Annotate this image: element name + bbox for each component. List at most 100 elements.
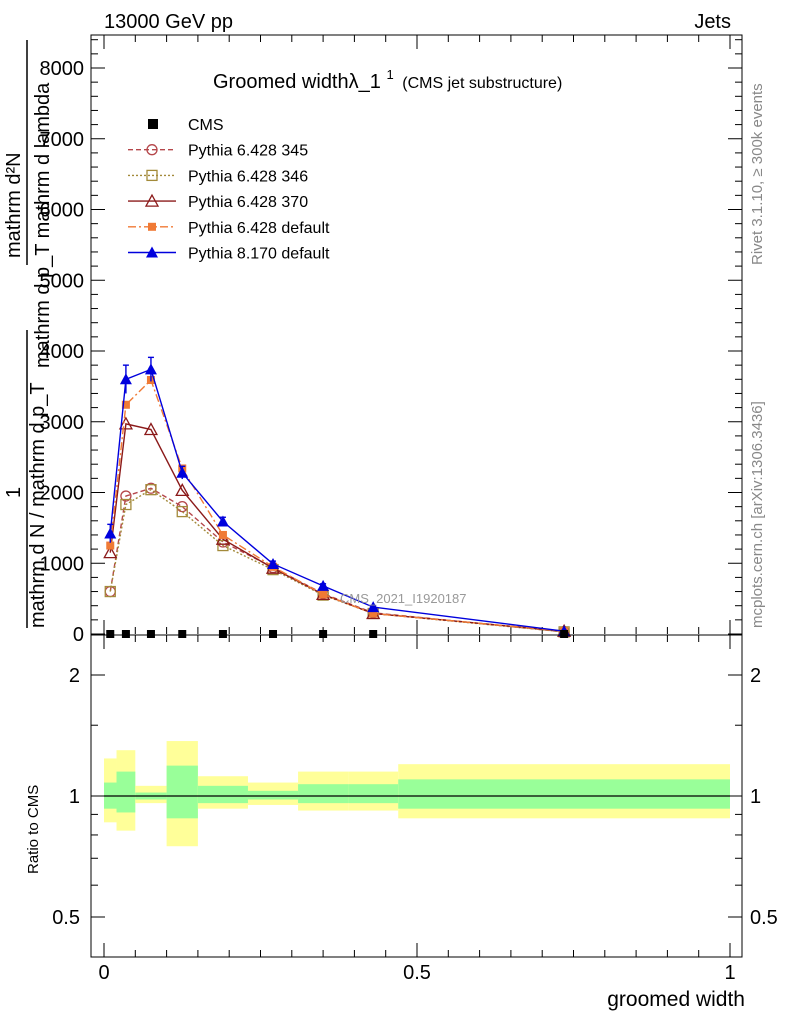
ratio-ylabel: Ratio to CMS	[25, 785, 42, 874]
cms-point	[218, 630, 227, 638]
ratio-band-green	[348, 784, 399, 804]
legend-marker	[148, 119, 158, 129]
chart-title-sub: (CMS jet substructure)	[402, 75, 562, 92]
legend-entry: CMS	[148, 117, 224, 134]
main-curves	[103, 356, 572, 638]
x-tick-label: 0	[98, 962, 109, 984]
legend-entry: Pythia 8.170 default	[128, 246, 330, 263]
ratio-band-green	[247, 790, 299, 800]
series-4	[104, 356, 571, 637]
series-marker	[267, 557, 280, 569]
x-axis-label: groomed width	[607, 988, 745, 1011]
analysis-label: CMS_2021_I1920187	[340, 591, 467, 606]
cms-point	[269, 630, 278, 638]
x-tick-label: 0.5	[403, 962, 431, 984]
y-tick-label: 6000	[40, 200, 85, 222]
legend-label: Pythia 6.428 346	[188, 168, 308, 185]
series-marker	[317, 579, 330, 591]
cms-point	[369, 630, 378, 638]
ratio-ticks: 0.5 0.5 1 1 2 2	[52, 635, 778, 957]
legend-entry: Pythia 6.428 370	[128, 193, 308, 211]
ratio-band-green	[298, 784, 349, 804]
header-left: 13000 GeV pp	[104, 11, 233, 33]
series-marker	[148, 222, 156, 231]
legend-label: Pythia 6.428 370	[188, 194, 308, 211]
series-marker	[144, 363, 157, 375]
main-ylabel: mathrm d²N mathrm d p_T mathrm d lambda …	[3, 40, 54, 628]
series-marker	[121, 400, 130, 409]
legend-entry: Pythia 6.428 345	[128, 143, 308, 160]
cms-points	[106, 630, 569, 638]
series-marker	[146, 169, 158, 182]
series-marker	[217, 539, 229, 552]
ratio-tick-label: 1	[69, 786, 80, 808]
ylabel-one: 1	[3, 487, 25, 498]
series-marker	[143, 422, 159, 436]
cms-point	[560, 630, 569, 638]
ratio-band-green	[116, 771, 136, 813]
cms-point	[146, 630, 155, 638]
ratio-tick-label: 2	[69, 665, 80, 687]
chart-title: Groomed widthλ_1 1 (CMS jet substructure…	[213, 62, 562, 93]
chart-title-main: Groomed widthλ_1	[213, 71, 381, 93]
ratio-band-green	[166, 765, 198, 819]
series-2	[103, 416, 572, 637]
x-tick-labels: 0 0.5 1	[98, 962, 735, 984]
series-line	[109, 378, 565, 632]
ylabel-top: mathrm d²N	[3, 152, 25, 258]
cms-point	[319, 630, 328, 638]
legend-label: Pythia 8.170 default	[188, 246, 330, 263]
series-marker	[120, 498, 132, 511]
y-tick-label: 7000	[40, 129, 85, 151]
chart-title-sup: 1	[386, 67, 393, 82]
series-marker	[319, 590, 328, 599]
series-marker	[146, 144, 158, 156]
y-tick-label: 3000	[40, 412, 85, 434]
ratio-band-green	[197, 785, 248, 804]
y-tick-label: 1000	[40, 553, 85, 575]
ylabel-bottom: mathrm d N / mathrm d p_T	[27, 382, 49, 628]
ratio-tick-label-right: 1	[750, 786, 761, 808]
series-marker	[118, 416, 134, 430]
series-marker	[106, 541, 115, 550]
series-marker	[146, 246, 158, 258]
cms-point	[178, 630, 187, 638]
series-marker	[119, 373, 132, 385]
ratio-tick-label-right: 0.5	[750, 907, 778, 929]
series-marker	[103, 545, 118, 559]
series-line	[109, 488, 565, 633]
y-tick-label: 2000	[40, 483, 85, 505]
series-marker	[104, 585, 116, 598]
series-marker	[104, 527, 117, 539]
main-plot: 0 1000 2000 3000 4000 5000 6000 7000 8000 CMS_20…	[40, 34, 743, 646]
y-tick-label: 5000	[40, 270, 85, 292]
series-marker	[367, 601, 380, 613]
ratio-bands	[104, 741, 730, 847]
y-tick-label: 4000	[40, 341, 85, 363]
legend-entry: Pythia 6.428 346	[128, 168, 308, 185]
ylabel-top-denominator: mathrm d p_T mathrm d lambda	[32, 82, 54, 368]
y-tick-label: 0	[73, 624, 84, 646]
header-right: Jets	[694, 11, 731, 33]
series-0	[104, 482, 570, 638]
series-marker	[144, 193, 160, 207]
mcplots-label: mcplots.cern.ch [arXiv:1306.3436]	[749, 401, 766, 628]
main-ticks: 0 1000 2000 3000 4000 5000 6000 7000 8000	[40, 35, 742, 646]
ratio-plot: 0.5 0.5 1 1 2 2 Ratio to CMS	[25, 634, 778, 958]
y-tick-label: 8000	[40, 58, 85, 80]
series-marker	[176, 505, 188, 518]
series-marker	[145, 484, 157, 496]
ratio-band-green	[398, 779, 730, 809]
ratio-tick-label: 0.5	[52, 907, 80, 929]
series-line	[109, 368, 565, 632]
series-marker	[218, 530, 227, 539]
series-marker	[120, 490, 132, 502]
legend: CMS Pythia 6.428 345 Pythia 6.428 346 Pythi…	[128, 117, 330, 263]
legend-label: Pythia 6.428 default	[188, 220, 330, 237]
ratio-tick-label-right: 2	[750, 665, 761, 687]
rivet-label: Rivet 3.1.10, ≥ 300k events	[749, 83, 766, 265]
series-marker	[175, 483, 190, 497]
legend-label: Pythia 6.428 345	[188, 143, 308, 160]
series-1	[104, 484, 570, 638]
